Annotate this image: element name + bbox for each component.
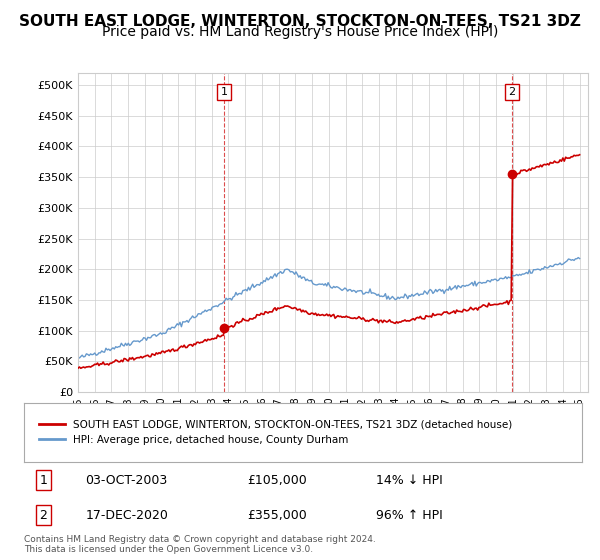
Text: £355,000: £355,000 bbox=[247, 508, 307, 522]
Text: 1: 1 bbox=[221, 87, 228, 97]
Text: 96% ↑ HPI: 96% ↑ HPI bbox=[376, 508, 442, 522]
Text: 2: 2 bbox=[40, 508, 47, 522]
Text: 1: 1 bbox=[40, 474, 47, 487]
Legend: SOUTH EAST LODGE, WINTERTON, STOCKTON-ON-TEES, TS21 3DZ (detached house), HPI: A: SOUTH EAST LODGE, WINTERTON, STOCKTON-ON… bbox=[35, 416, 517, 449]
Text: This data is licensed under the Open Government Licence v3.0.: This data is licensed under the Open Gov… bbox=[24, 545, 313, 554]
Text: 17-DEC-2020: 17-DEC-2020 bbox=[85, 508, 168, 522]
Text: Contains HM Land Registry data © Crown copyright and database right 2024.: Contains HM Land Registry data © Crown c… bbox=[24, 535, 376, 544]
Text: 14% ↓ HPI: 14% ↓ HPI bbox=[376, 474, 442, 487]
Text: 03-OCT-2003: 03-OCT-2003 bbox=[85, 474, 167, 487]
Text: £105,000: £105,000 bbox=[247, 474, 307, 487]
Text: 2: 2 bbox=[508, 87, 515, 97]
Text: Price paid vs. HM Land Registry's House Price Index (HPI): Price paid vs. HM Land Registry's House … bbox=[102, 25, 498, 39]
Text: SOUTH EAST LODGE, WINTERTON, STOCKTON-ON-TEES, TS21 3DZ: SOUTH EAST LODGE, WINTERTON, STOCKTON-ON… bbox=[19, 14, 581, 29]
